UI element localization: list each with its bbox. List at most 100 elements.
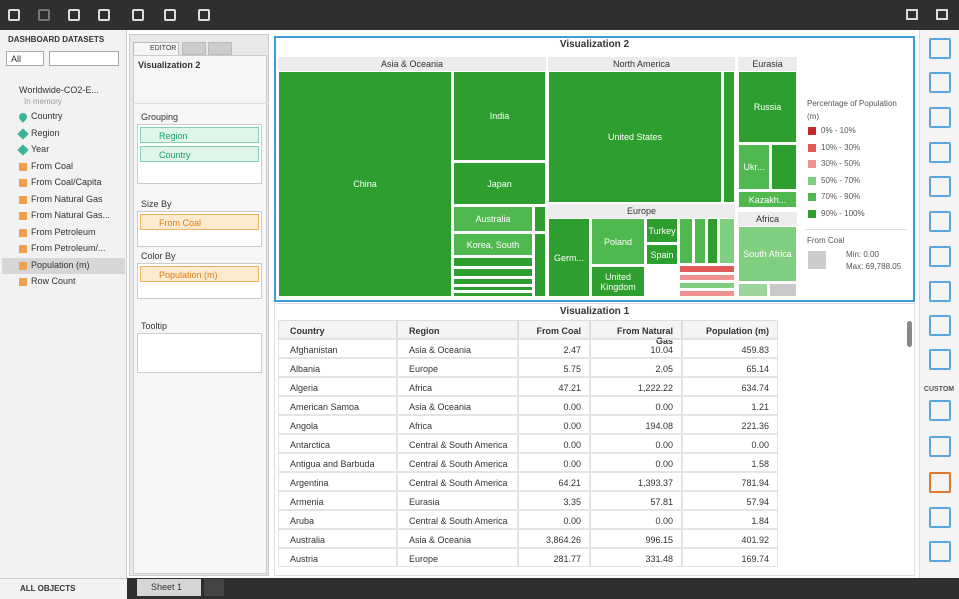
dataset-name[interactable]: Worldwide-CO2-E... xyxy=(19,85,99,95)
treemap-cell[interactable] xyxy=(679,265,735,273)
treemap-cell[interactable] xyxy=(771,144,797,190)
treemap-cell[interactable] xyxy=(453,257,533,267)
toolbar-button[interactable] xyxy=(198,9,210,21)
footer-left xyxy=(0,578,127,599)
treemap-cell[interactable] xyxy=(679,282,735,289)
treemap-cell[interactable]: Poland xyxy=(591,218,645,265)
treemap-cell[interactable]: China xyxy=(278,71,452,297)
dataset-status: In memory xyxy=(24,97,62,106)
column-header[interactable]: Region xyxy=(397,320,518,339)
palette-button[interactable] xyxy=(929,246,951,267)
field-item[interactable]: From Petroleum xyxy=(31,226,96,237)
palette-button[interactable] xyxy=(929,38,951,59)
shelf-pill[interactable]: Country xyxy=(140,146,259,162)
column-header[interactable]: Country xyxy=(278,320,397,339)
column-header[interactable]: From Natural Gas xyxy=(590,320,682,346)
table-cell: 331.48 xyxy=(590,548,682,567)
shelf-pill[interactable]: Region xyxy=(140,127,259,143)
treemap-cell[interactable]: Russia xyxy=(738,71,797,143)
treemap-cell[interactable] xyxy=(453,286,533,291)
treemap-cell[interactable]: Japan xyxy=(453,162,546,205)
table-cell: 65.14 xyxy=(682,358,778,377)
editor-tab[interactable] xyxy=(208,42,232,55)
field-item[interactable]: From Coal xyxy=(31,160,74,171)
sheet-add[interactable] xyxy=(204,579,224,596)
table-cell: 5.75 xyxy=(518,358,590,377)
table-cell: 0.00 xyxy=(518,415,590,434)
treemap-cell[interactable]: India xyxy=(453,71,546,161)
palette-button[interactable] xyxy=(929,211,951,232)
sheet-tab[interactable]: Sheet 1 xyxy=(137,579,201,596)
palette-button[interactable] xyxy=(929,107,951,128)
treemap-cell[interactable] xyxy=(679,218,693,264)
toolbar-button[interactable] xyxy=(38,9,50,21)
palette-button[interactable] xyxy=(929,507,951,528)
treemap-cell[interactable]: United Kingdom xyxy=(591,266,645,297)
treemap-cell[interactable]: Kazakh... xyxy=(738,191,797,208)
drop-zone[interactable] xyxy=(137,333,262,373)
treemap-cell[interactable] xyxy=(769,283,797,297)
filter-select[interactable]: All xyxy=(6,51,44,66)
treemap-cell[interactable] xyxy=(719,218,735,264)
treemap-cell[interactable] xyxy=(679,274,735,281)
editor-tab[interactable]: EDITOR xyxy=(133,42,179,55)
treemap-cell[interactable] xyxy=(453,292,533,297)
legend-swatch xyxy=(808,143,816,152)
field-item[interactable]: Region xyxy=(31,127,60,138)
palette-button[interactable] xyxy=(929,315,951,336)
editor-tab[interactable] xyxy=(182,42,206,55)
treemap-cell[interactable]: Ukr... xyxy=(738,144,770,190)
field-item[interactable]: Population (m) xyxy=(31,259,90,270)
treemap-cell[interactable] xyxy=(453,268,533,277)
treemap-cell[interactable]: Australia xyxy=(453,206,533,232)
treemap-cell[interactable]: South Africa xyxy=(738,226,797,282)
toolbar-button[interactable] xyxy=(906,9,918,20)
field-item[interactable]: Year xyxy=(31,144,50,154)
field-item[interactable]: Row Count xyxy=(31,276,76,286)
shelf-pill[interactable]: Population (m) xyxy=(140,266,259,282)
palette-button[interactable] xyxy=(929,72,951,93)
palette-heading: CUSTOM xyxy=(923,386,955,393)
field-item[interactable]: From Petroleum/... xyxy=(31,243,106,253)
palette-button[interactable] xyxy=(929,142,951,163)
footer-label[interactable]: ALL OBJECTS xyxy=(20,584,76,593)
palette-button[interactable] xyxy=(929,541,951,562)
column-header[interactable]: Population (m) xyxy=(682,320,778,339)
palette-button[interactable] xyxy=(929,349,951,370)
toolbar-button[interactable] xyxy=(164,9,176,21)
treemap-cell[interactable] xyxy=(694,218,706,264)
scrollbar[interactable] xyxy=(907,321,912,347)
treemap-cell[interactable]: Korea, South xyxy=(453,233,533,256)
toolbar-button[interactable] xyxy=(98,9,110,21)
palette-button[interactable] xyxy=(929,400,951,421)
treemap-cell[interactable]: United States xyxy=(548,71,722,203)
palette-button[interactable] xyxy=(929,436,951,457)
treemap-cell[interactable] xyxy=(453,278,533,285)
region-header: Europe xyxy=(548,204,735,218)
treemap-cell[interactable]: Spain xyxy=(646,244,678,265)
toolbar-button[interactable] xyxy=(8,9,20,21)
search-box[interactable] xyxy=(49,51,119,66)
treemap-cell[interactable] xyxy=(679,290,735,297)
treemap-cell[interactable] xyxy=(707,218,718,264)
toolbar-button[interactable] xyxy=(936,9,948,20)
field-item[interactable]: Country xyxy=(31,111,63,121)
field-item[interactable]: From Natural Gas xyxy=(31,193,103,204)
palette-button[interactable] xyxy=(929,281,951,302)
toolbar-button[interactable] xyxy=(132,9,144,21)
treemap-cell[interactable]: Germ... xyxy=(548,218,590,297)
shelf-pill[interactable]: From Coal xyxy=(140,214,259,230)
field-item[interactable]: From Natural Gas... xyxy=(31,210,111,220)
treemap-cell[interactable] xyxy=(534,233,546,297)
treemap-cell[interactable] xyxy=(738,283,768,297)
treemap-cell[interactable] xyxy=(723,71,735,203)
field-item[interactable]: From Coal/Capita xyxy=(31,177,102,187)
palette-button[interactable] xyxy=(929,472,951,493)
table-cell: Australia xyxy=(278,529,397,548)
treemap-cell[interactable] xyxy=(534,206,546,232)
toolbar-button[interactable] xyxy=(68,9,80,21)
treemap-cell[interactable]: Turkey xyxy=(646,218,678,243)
viz-name[interactable]: Visualization 2 xyxy=(138,60,201,70)
palette-button[interactable] xyxy=(929,176,951,197)
column-header[interactable]: From Coal xyxy=(518,320,590,339)
